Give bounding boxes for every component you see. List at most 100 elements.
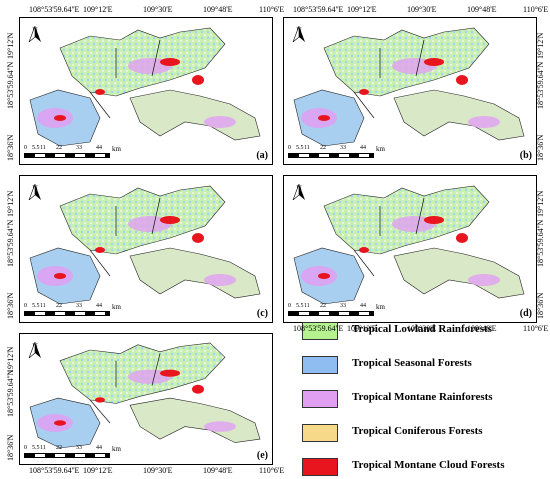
scale-tick-label: 33 <box>340 145 346 151</box>
map-panel: (c) N 0 5.511 22 33 44 km <box>19 175 273 323</box>
scale-unit: km <box>112 303 121 311</box>
north-arrow-shape <box>292 184 305 200</box>
north-arrow-shape <box>28 342 41 358</box>
x-tick-label: 110°6'E <box>523 5 549 14</box>
scale-tick-label: 22 <box>56 303 62 309</box>
north-arrow-shape <box>28 26 41 42</box>
scale-tick-label: 44 <box>96 145 102 151</box>
legend-swatch <box>302 458 338 476</box>
scale-tick-label: 0 <box>24 445 27 451</box>
y-tick-label: 18°36'N <box>6 134 15 161</box>
scale-tick-label: 33 <box>340 303 346 309</box>
scale-tick-label: 0 <box>288 145 291 151</box>
north-arrow-icon: N <box>28 342 42 358</box>
x-tick-label: 109°48'E <box>467 324 497 333</box>
x-tick-label: 109°30'E <box>407 324 437 333</box>
legend-label: Tropical Montane Cloud Forests <box>352 459 505 471</box>
x-tick-label: 109°12'E <box>347 5 377 14</box>
scale-tick-label: 44 <box>96 303 102 309</box>
scale-tick-label: 33 <box>76 445 82 451</box>
x-tick-label: 109°12'E <box>83 466 113 475</box>
y-tick-label: 19°12'N <box>6 32 15 59</box>
x-tick-label: 109°48'E <box>203 5 233 14</box>
x-tick-label: 108°53'59.64''E <box>29 466 80 475</box>
map-panel: (d) N 0 5.511 22 33 44 km <box>283 175 537 323</box>
panel-label: (b) <box>519 150 532 161</box>
map-svg <box>293 27 525 147</box>
y-tick-label: 18°36'N <box>536 292 545 319</box>
scale-unit: km <box>112 445 121 453</box>
scale-bar: 0 5.5 11 22 33 44 km <box>24 145 134 159</box>
scale-tick-label: 11 <box>40 445 46 451</box>
map-svg <box>29 27 261 147</box>
legend-label: Tropical Montane Rainforests <box>352 391 493 403</box>
legend-label: Tropical Seasonal Forests <box>352 357 472 369</box>
x-tick-label: 109°48'E <box>467 5 497 14</box>
y-tick-label: 19°12'N <box>536 190 545 217</box>
legend-label: Tropical Coniferous Forests <box>352 425 483 437</box>
map-svg <box>293 185 525 305</box>
legend-swatch <box>302 424 338 442</box>
panel-label: (d) <box>519 308 532 319</box>
y-tick-label: 18°53'59.64''N <box>6 219 15 267</box>
north-arrow-shape <box>28 184 41 200</box>
scale-tick-label: 11 <box>40 145 46 151</box>
scale-unit: km <box>376 145 385 153</box>
scale-bar: 0 5.5 11 22 33 44 km <box>288 303 398 317</box>
scale-unit: km <box>112 145 121 153</box>
x-tick-label: 110°6'E <box>259 466 285 475</box>
x-tick-label: 109°48'E <box>203 466 233 475</box>
map-panel: (a) N 0 5.511 22 33 44 km <box>19 17 273 165</box>
x-tick-label: 108°53'59.64''E <box>293 324 344 333</box>
y-tick-label: 19°12'N <box>6 346 15 373</box>
scale-tick-label: 22 <box>56 445 62 451</box>
panel-label: (c) <box>256 308 268 319</box>
map-panel: (b) N 0 5.511 22 33 44 km <box>283 17 537 165</box>
scale-tick-label: 44 <box>360 303 366 309</box>
x-tick-label: 110°6'E <box>523 324 549 333</box>
x-tick-label: 109°12'E <box>83 5 113 14</box>
scale-tick-label: 0 <box>24 303 27 309</box>
north-arrow-icon: N <box>292 184 306 200</box>
panel-label: (e) <box>256 450 268 461</box>
y-tick-label: 18°36'N <box>6 292 15 319</box>
x-tick-label: 109°30'E <box>407 5 437 14</box>
x-tick-label: 109°30'E <box>143 5 173 14</box>
scale-tick-label: 44 <box>96 445 102 451</box>
y-tick-label: 18°53'59.64''N <box>6 369 15 418</box>
scale-tick-label: 5.5 <box>296 303 304 309</box>
y-tick-label: 18°36'N <box>536 134 545 161</box>
legend-swatch <box>302 390 338 408</box>
scale-unit: km <box>376 303 385 311</box>
scale-bar: 0 5.5 11 22 33 44 km <box>288 145 398 159</box>
legend-swatch <box>302 356 338 374</box>
scale-tick-label: 0 <box>24 145 27 151</box>
scale-tick-label: 11 <box>40 303 46 309</box>
scale-tick-label: 22 <box>320 303 326 309</box>
map-svg <box>29 342 261 449</box>
scale-tick-label: 11 <box>304 303 310 309</box>
y-tick-label: 18°53'59.64''N <box>536 219 545 267</box>
scale-tick-label: 22 <box>320 145 326 151</box>
y-tick-label: 18°36'N <box>6 434 15 461</box>
legend-swatch <box>302 322 338 340</box>
map-panel: (e) N 0 5.511 22 33 44 km <box>19 333 273 465</box>
scale-tick-label: 33 <box>76 303 82 309</box>
y-tick-label: 18°53'59.64''N <box>6 61 15 109</box>
scale-tick-label: 44 <box>360 145 366 151</box>
y-tick-label: 18°53'59.64''N <box>536 61 545 109</box>
scale-tick-label: 22 <box>56 145 62 151</box>
north-arrow-icon: N <box>28 26 42 42</box>
scale-tick-label: 5.5 <box>296 145 304 151</box>
legend-label: Tropical Lowland Rainforests <box>352 323 492 335</box>
scale-tick-label: 5.5 <box>32 145 40 151</box>
x-tick-label: 110°6'E <box>259 5 285 14</box>
x-tick-label: 109°30'E <box>143 466 173 475</box>
north-arrow-icon: N <box>28 184 42 200</box>
scale-bar: 0 5.5 11 22 33 44 km <box>24 445 134 459</box>
scale-tick-label: 5.5 <box>32 445 40 451</box>
north-arrow-icon: N <box>292 26 306 42</box>
panel-label: (a) <box>256 150 268 161</box>
y-tick-label: 19°12'N <box>536 32 545 59</box>
map-svg <box>29 185 261 305</box>
